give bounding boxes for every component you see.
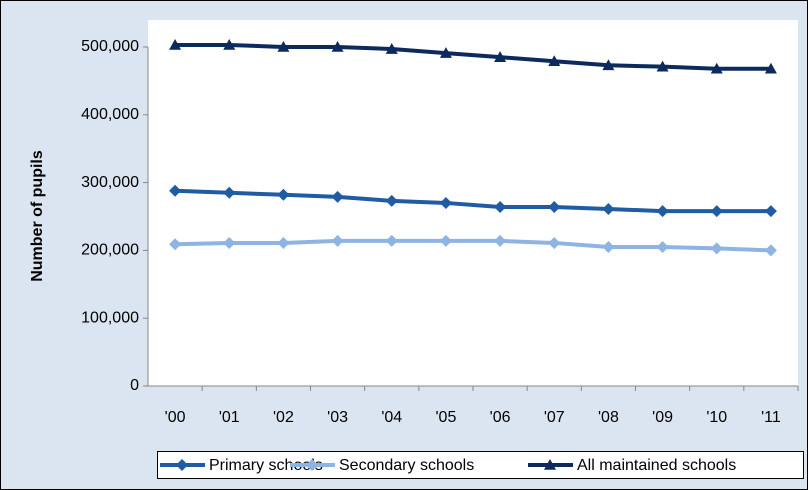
data-point [602,203,615,216]
data-point [710,62,723,74]
x-tick-label: '10 [706,409,727,426]
data-point [169,238,182,251]
data-point [277,236,290,249]
y-tick-label: 500,000 [81,38,139,55]
data-point [710,242,723,255]
legend-marker [544,459,556,470]
legend-label: Primary schools [209,457,323,474]
data-point [656,205,669,218]
x-tick-label: '03 [327,409,348,426]
x-tick-label: '02 [273,409,294,426]
data-point [277,188,290,201]
data-point [494,234,507,247]
data-point [548,201,561,214]
x-tick-label: '04 [381,409,402,426]
data-point [223,38,236,50]
x-tick-label: '01 [219,409,240,426]
data-point [764,244,777,257]
series-line [175,42,771,71]
y-tick-label: 100,000 [81,309,139,326]
legend-label: All maintained schools [577,457,736,474]
data-point [385,43,398,54]
x-tick-label: '05 [435,409,456,426]
data-point [764,62,777,74]
data-point [602,241,615,254]
x-tick-label: '06 [490,409,511,426]
data-point [602,59,615,71]
data-point [277,41,290,52]
data-point [385,234,398,247]
data-point [439,47,452,58]
data-point [385,194,398,207]
x-tick-label: '09 [652,409,673,426]
legend-label: Secondary schools [339,457,474,474]
x-tick-label: '08 [598,409,619,426]
data-point [169,184,182,197]
x-tick-label: '11 [761,409,781,426]
legend-marker [306,459,318,471]
data-point [494,51,507,62]
data-point [331,41,344,52]
series-line [175,188,771,214]
data-point [548,236,561,249]
data-point [494,201,507,214]
data-point [439,196,452,209]
legend [157,451,804,479]
y-axis-label: Number of pupils [29,150,46,282]
x-tick-label: '00 [165,409,186,426]
data-point [548,55,561,67]
data-point [169,38,182,50]
data-point [710,205,723,218]
data-point [764,205,777,218]
series-line [175,238,771,253]
y-tick-label: 400,000 [81,106,139,123]
y-tick-label: 0 [130,377,139,394]
data-point [656,241,669,254]
y-tick-label: 200,000 [81,242,139,259]
data-point [439,234,452,247]
data-point [331,234,344,247]
legend-marker [176,459,188,471]
y-tick-label: 300,000 [81,174,139,191]
data-point [656,60,669,72]
x-tick-label: '07 [544,409,565,426]
data-point [223,236,236,249]
data-point [223,186,236,199]
data-point [331,190,344,203]
